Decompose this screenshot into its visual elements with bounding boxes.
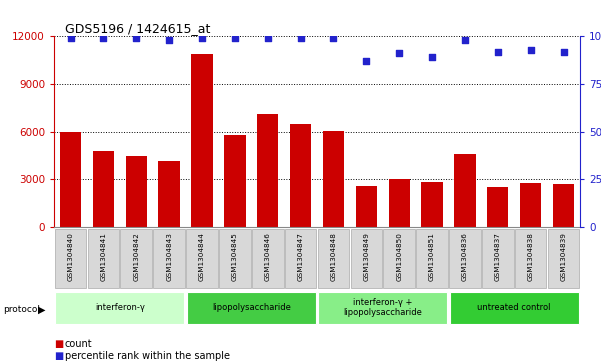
Bar xyxy=(323,131,344,227)
Text: GSM1304846: GSM1304846 xyxy=(264,232,270,281)
Text: GSM1304851: GSM1304851 xyxy=(429,232,435,281)
Bar xyxy=(520,183,542,227)
Bar xyxy=(257,114,278,227)
Point xyxy=(559,49,569,54)
Point xyxy=(460,37,470,43)
Bar xyxy=(356,186,377,227)
Point xyxy=(132,35,141,41)
Text: GSM1304843: GSM1304843 xyxy=(166,232,172,281)
Bar xyxy=(60,132,81,227)
Text: GDS5196 / 1424615_at: GDS5196 / 1424615_at xyxy=(65,22,210,35)
Bar xyxy=(449,229,481,288)
Bar xyxy=(388,179,410,227)
Point xyxy=(263,35,272,41)
Bar xyxy=(350,229,382,288)
Point xyxy=(99,35,108,41)
Bar xyxy=(120,229,152,288)
Point xyxy=(493,49,502,54)
Text: GSM1304840: GSM1304840 xyxy=(67,232,73,281)
Text: lipopolysaccharide: lipopolysaccharide xyxy=(212,303,291,312)
Text: GSM1304844: GSM1304844 xyxy=(199,232,205,281)
Text: ■: ■ xyxy=(54,351,63,362)
Text: GSM1304841: GSM1304841 xyxy=(100,232,106,281)
Point xyxy=(329,35,338,41)
Bar xyxy=(55,292,185,323)
Point xyxy=(164,37,174,43)
Bar xyxy=(191,54,213,227)
Point xyxy=(66,35,75,41)
Bar xyxy=(219,229,251,288)
Text: GSM1304849: GSM1304849 xyxy=(364,232,370,281)
Point xyxy=(526,47,535,53)
Bar xyxy=(421,182,443,227)
Point xyxy=(296,35,305,41)
Point xyxy=(197,35,207,41)
Bar xyxy=(319,292,447,323)
Point xyxy=(362,58,371,64)
Text: protocol: protocol xyxy=(3,305,40,314)
Bar xyxy=(88,229,119,288)
Bar xyxy=(55,229,87,288)
Text: GSM1304836: GSM1304836 xyxy=(462,232,468,281)
Bar xyxy=(482,229,514,288)
Bar xyxy=(187,292,316,323)
Bar xyxy=(548,229,579,288)
Bar xyxy=(553,184,574,227)
Bar xyxy=(318,229,349,288)
Bar xyxy=(515,229,546,288)
Point xyxy=(427,54,437,60)
Text: untreated control: untreated control xyxy=(477,303,551,312)
Bar xyxy=(186,229,218,288)
Text: GSM1304837: GSM1304837 xyxy=(495,232,501,281)
Bar xyxy=(159,161,180,227)
Text: percentile rank within the sample: percentile rank within the sample xyxy=(65,351,230,362)
Bar xyxy=(252,229,284,288)
Bar xyxy=(285,229,316,288)
Text: GSM1304842: GSM1304842 xyxy=(133,232,139,281)
Bar xyxy=(454,154,475,227)
Bar xyxy=(153,229,185,288)
Point xyxy=(230,35,240,41)
Bar xyxy=(416,229,448,288)
Bar xyxy=(487,187,508,227)
Bar xyxy=(224,135,246,227)
Bar xyxy=(126,156,147,227)
Bar xyxy=(450,292,579,323)
Text: GSM1304839: GSM1304839 xyxy=(561,232,567,281)
Text: interferon-γ +
lipopolysaccharide: interferon-γ + lipopolysaccharide xyxy=(343,298,422,317)
Text: interferon-γ: interferon-γ xyxy=(95,303,145,312)
Text: ▶: ▶ xyxy=(38,304,45,314)
Bar xyxy=(383,229,415,288)
Text: GSM1304847: GSM1304847 xyxy=(297,232,304,281)
Bar xyxy=(93,151,114,227)
Point xyxy=(394,50,404,56)
Text: ■: ■ xyxy=(54,339,63,349)
Text: GSM1304848: GSM1304848 xyxy=(331,232,337,281)
Text: GSM1304845: GSM1304845 xyxy=(232,232,238,281)
Text: count: count xyxy=(65,339,93,349)
Text: GSM1304838: GSM1304838 xyxy=(528,232,534,281)
Bar xyxy=(290,125,311,227)
Text: GSM1304850: GSM1304850 xyxy=(396,232,402,281)
